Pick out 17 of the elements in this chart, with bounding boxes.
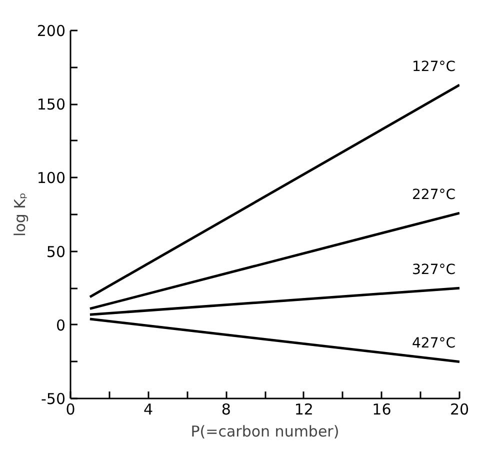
y-tick-label: -50 (41, 390, 66, 408)
series-label: 327°C (412, 262, 456, 278)
y-tick-label: 200 (36, 22, 66, 40)
x-tick-label: 16 (372, 400, 392, 418)
y-tick-label: 50 (46, 242, 66, 261)
y-tick-label: 100 (36, 169, 66, 188)
y-tick-label: 0 (56, 316, 66, 334)
y-tick-label: 150 (36, 96, 66, 114)
x-axis-title: P(=carbon number) (190, 422, 340, 440)
series-label: 127°C (412, 58, 456, 75)
x-tick-label: 12 (294, 400, 314, 418)
x-tick-label: 20 (450, 400, 470, 418)
series-label: 427°C (412, 336, 456, 352)
x-tick-label: 8 (221, 400, 231, 418)
y-axis-title: log Kₚ (10, 192, 29, 236)
series-label: 227°C (412, 187, 456, 204)
x-tick-label: 4 (144, 400, 154, 418)
